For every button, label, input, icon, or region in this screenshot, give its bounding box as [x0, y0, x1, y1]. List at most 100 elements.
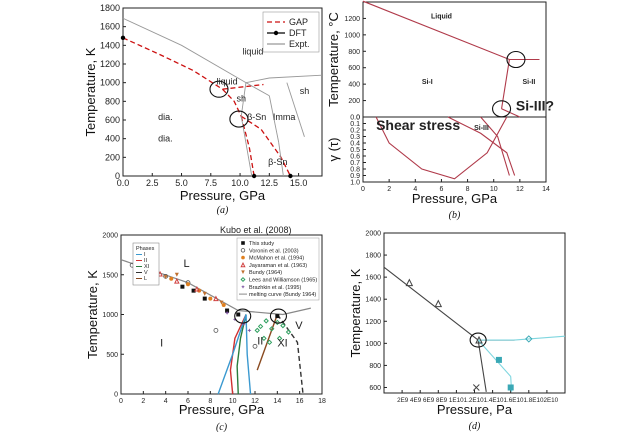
panel-a-series-gap-line	[122, 37, 223, 90]
panel-d-ylabel: Temperature, K	[348, 268, 363, 357]
panel-c-phase-inset-entry: II	[144, 258, 148, 264]
panel-c-phase-boundary	[276, 314, 304, 395]
panel-a-region-label: dia.	[158, 133, 173, 143]
panel-c-xtick-label: 14	[273, 398, 281, 405]
panel-a-series-expt-line	[240, 82, 247, 117]
panel-a-ytick-label: 1400	[100, 40, 120, 50]
panel-c-legend-marker	[240, 261, 246, 268]
panel-b-xtick-label: 10	[490, 186, 498, 193]
panel-c-xtick-label: 10	[229, 398, 237, 405]
panel-a-ytick-label: 800	[105, 96, 120, 106]
panel-c-xtick-label: 16	[296, 398, 304, 405]
panel-a-legend	[262, 11, 320, 53]
panel-b-ytick-bottom-label: 0.3	[350, 134, 360, 141]
panel-c-data-point	[191, 288, 196, 293]
panel-c-legend-marker	[241, 270, 245, 274]
panel-d-boundary-line	[514, 335, 566, 341]
panel-b-ytick-top-label: 0	[356, 115, 360, 122]
panel-c-phase-boundary	[236, 314, 247, 395]
panel-a-ytick-label: 1200	[100, 59, 120, 69]
panel-c-data-point	[221, 302, 226, 307]
panel-c-data-point	[269, 326, 275, 332]
panel-b-ytick-top-label: 1200	[344, 16, 360, 23]
panel-a-region-label: dia.	[158, 112, 173, 122]
panel-b-ytick-bottom-label: 0.7	[350, 160, 360, 167]
panel-d-data-point	[507, 384, 514, 391]
panel-c-data-point	[225, 308, 230, 313]
panel-a-region-label: liquid	[242, 47, 263, 57]
panel-d-data-point	[472, 384, 480, 391]
panel-c-phase-label: XI	[277, 337, 287, 349]
panel-b-ytick-bottom-label: 0.0	[350, 115, 360, 122]
panel-c-data-point	[266, 339, 273, 346]
panel-c-phase-inset	[132, 242, 160, 286]
panel-c-xlabel: Pressure, GPa	[179, 402, 265, 417]
panel-b-boundary-bottom	[375, 116, 508, 180]
panel-c-legend-entry: McMahon et al. (1994)	[249, 256, 304, 262]
panel-c-xtick-label: 4	[164, 398, 168, 405]
panel-c-ytick-label: 1000	[102, 312, 118, 319]
panel-b-region-label: Shear stress	[376, 117, 460, 133]
panel-b-ytick-bottom-label: 0.1	[350, 121, 360, 128]
panel-c-ytick-label: 1500	[102, 272, 118, 279]
panel-a-series-expt-line	[240, 116, 253, 177]
panel-c-data-point	[285, 329, 292, 335]
panel-b-ytick-bottom-label: 0.9	[350, 173, 360, 180]
panel-c-phase-label: I	[160, 337, 163, 349]
panel-b-ytick-bottom-label: 1.0	[350, 180, 360, 187]
panel-c-data-point	[254, 327, 260, 334]
panel-c-data-point	[252, 343, 258, 349]
panel-b-region-label: Si-III?	[516, 97, 554, 113]
panel-a-region-label: Imma	[273, 112, 296, 122]
panel-c-legend	[236, 237, 320, 301]
panel-d-boundary-line	[477, 339, 512, 377]
panel-b-region-label: Si-II	[522, 79, 535, 86]
panel-a-series-expt-line	[122, 17, 270, 97]
panel-b-xtick-label: 4	[413, 186, 417, 193]
panel-a-xtick-label: 0.0	[117, 178, 130, 188]
panel-d-ytick-label: 1400	[365, 297, 381, 304]
panel-a-legend-entry: DFT	[289, 28, 307, 38]
panel-c-data-point	[263, 318, 269, 324]
panel-a-xtick-label: 7.5	[205, 178, 218, 188]
panel-c-xtick-label: 6	[186, 398, 190, 405]
panel-c-data-point	[213, 295, 219, 302]
panel-c-xtick-label: 2	[141, 398, 145, 405]
panel-c-data-point	[208, 296, 213, 301]
panel-c-data-point	[232, 317, 237, 322]
panel-c-phase-inset-entry: V	[144, 270, 148, 276]
panel-c-phase-inset-entry: L	[144, 276, 147, 282]
panel-a-series-gap-line	[240, 116, 255, 177]
panel-d-boundary-line	[477, 339, 487, 392]
panel-a-region-label: β-Sn	[247, 112, 266, 122]
panel-b-region-label: Liquid	[431, 13, 452, 20]
panel-b-xtick-label: 8	[466, 186, 470, 193]
panel-b-highlight-circle	[492, 100, 512, 118]
panel-c-data-point	[261, 335, 267, 342]
panel-a-dft-point	[120, 35, 126, 41]
panel-d-xlabel: Pressure, Pa	[437, 402, 513, 417]
panel-c-data-point	[186, 282, 190, 287]
panel-a-xtick-label: 10.0	[231, 178, 249, 188]
panel-b-caption: (b)	[449, 210, 461, 221]
panel-b-ylabel-bottom: γ (τ)	[326, 138, 341, 162]
panel-c-ylabel: Temperature, K	[85, 270, 100, 359]
panel-a-region-label: sh	[300, 86, 310, 96]
panel-c-phase-boundary	[217, 314, 247, 395]
panel-a-region-label: liquid	[217, 77, 238, 87]
panel-b-ytick-bottom-label: 0.2	[350, 128, 360, 135]
panel-a-highlight-circle	[209, 80, 229, 98]
panel-a-xtick-label: 2.5	[146, 178, 159, 188]
panel-c-ytick-label: 2000	[102, 233, 118, 240]
panel-c-phase-boundary	[245, 314, 252, 395]
panel-a-dft-point	[288, 173, 293, 179]
panel-b-boundary-bottom	[447, 116, 516, 176]
panel-b-xlabel: Pressure, GPa	[412, 191, 498, 206]
panel-d-ytick-label: 600	[369, 385, 381, 392]
panel-c-legend-marker	[241, 255, 245, 260]
panel-c-data-point	[219, 300, 224, 305]
panel-c-xtick-label: 12	[251, 398, 259, 405]
panel-c-phase-label: L	[184, 258, 190, 270]
panel-b-boundary-top	[362, 0, 510, 61]
